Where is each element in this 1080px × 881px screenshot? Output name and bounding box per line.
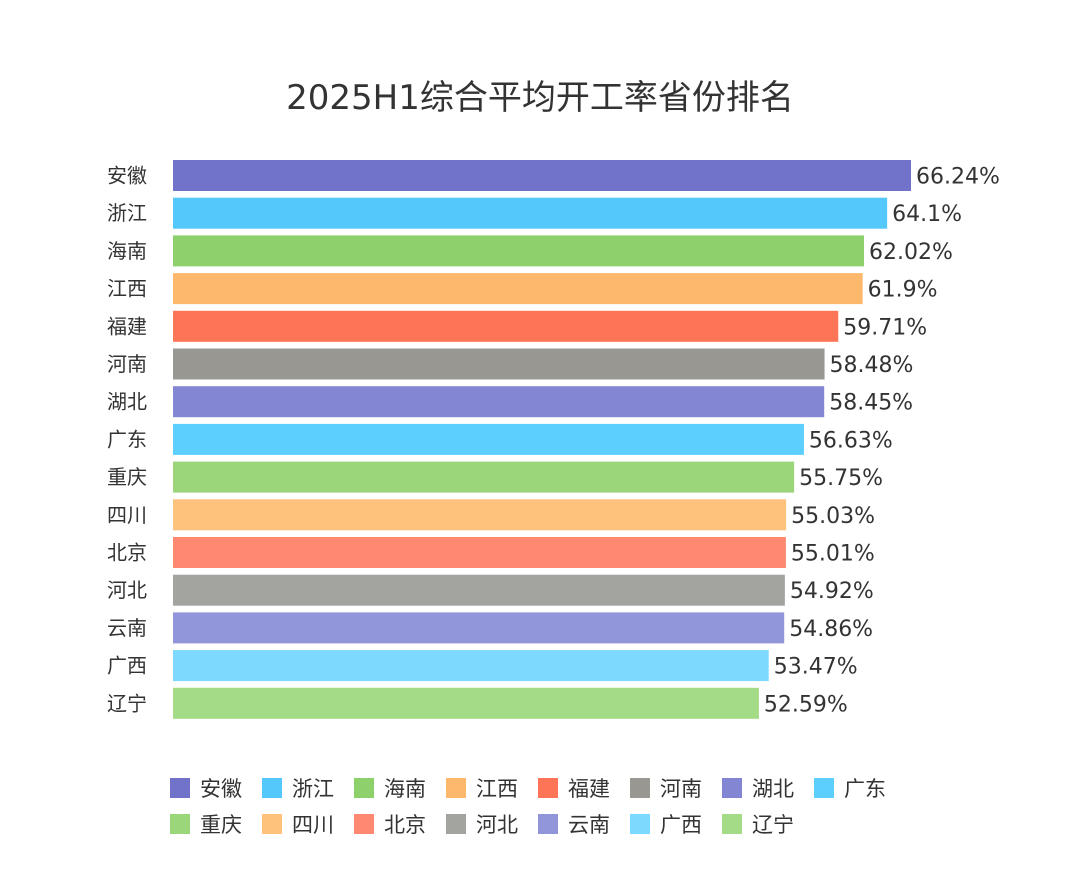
legend-item[interactable]: 福建 [538,775,630,801]
value-label: 66.24% [916,165,1000,190]
bar-8 [173,461,795,493]
value-label: 54.86% [789,617,873,642]
legend-swatch [262,814,282,834]
bar-3 [173,273,863,305]
bar-7 [173,423,804,455]
legend-item[interactable]: 云南 [538,811,630,837]
bar-6 [173,386,825,418]
category-label: 重庆 [107,465,147,489]
category-label: 浙江 [107,201,147,225]
legend-label: 湖北 [752,777,794,801]
legend-swatch [170,814,190,834]
category-label: 云南 [107,616,147,640]
legend-swatch [446,778,466,798]
value-label: 55.03% [791,504,875,529]
value-label: 64.1% [892,202,962,227]
legend-item[interactable]: 安徽 [170,775,262,801]
category-label: 四川 [107,503,147,527]
legend-swatch [722,778,742,798]
legend-label: 北京 [384,813,426,837]
legend-label: 安徽 [200,777,242,801]
category-label: 河南 [107,352,147,376]
legend-swatch [722,814,742,834]
category-label: 河北 [107,578,147,602]
legend-item[interactable]: 广西 [630,811,722,837]
category-label: 安徽 [107,164,147,188]
legend-label: 云南 [568,813,610,837]
category-label: 湖北 [107,390,147,414]
bar-13 [173,650,769,682]
legend-item[interactable]: 河南 [630,775,722,801]
bar-2 [173,235,864,267]
legend-item[interactable]: 河北 [446,811,538,837]
bar-11 [173,574,785,606]
legend-item[interactable]: 四川 [262,811,354,837]
legend-label: 河北 [476,813,518,837]
legend-swatch [170,778,190,798]
legend-swatch [538,778,558,798]
value-label: 58.45% [829,391,913,416]
legend-item[interactable]: 湖北 [722,775,814,801]
bar-12 [173,612,785,644]
legend-item[interactable]: 浙江 [262,775,354,801]
legend-item[interactable]: 重庆 [170,811,262,837]
category-label: 福建 [107,314,147,338]
category-label: 辽宁 [107,691,147,715]
legend-label: 广西 [660,813,702,837]
legend-swatch [538,814,558,834]
bar-14 [173,687,759,719]
legend-item[interactable]: 辽宁 [722,811,814,837]
bar-0 [173,160,911,191]
legend-swatch [354,778,374,798]
value-label: 58.48% [830,353,914,378]
legend-swatch [262,778,282,798]
legend-item[interactable]: 海南 [354,775,446,801]
legend-swatch [630,778,650,798]
value-label: 52.59% [764,692,848,717]
value-label: 53.47% [774,655,858,680]
value-label: 59.71% [843,315,927,340]
legend-label: 福建 [568,777,610,801]
legend-swatch [814,778,834,798]
chart-title: 2025H1综合平均开工率省份排名 [286,78,794,118]
bar-9 [173,499,787,531]
legend-label: 重庆 [200,813,242,837]
legend-item[interactable]: 广东 [814,775,906,801]
category-label: 北京 [107,541,147,565]
value-label: 55.01% [791,542,875,567]
category-label: 江西 [107,277,147,301]
legend-item[interactable]: 江西 [446,775,538,801]
category-label: 广东 [107,427,147,451]
legend-swatch [446,814,466,834]
category-label: 海南 [107,239,147,263]
legend-label: 广东 [844,777,886,801]
legend-swatch [354,814,374,834]
legend-item[interactable]: 北京 [354,811,446,837]
legend-label: 浙江 [292,777,334,801]
legend-label: 江西 [476,777,518,801]
value-label: 62.02% [869,240,953,265]
legend-label: 四川 [292,813,334,837]
value-label: 56.63% [809,428,893,453]
bar-4 [173,310,839,342]
bar-5 [173,348,825,380]
legend-swatch [630,814,650,834]
value-label: 55.75% [799,466,883,491]
bar-10 [173,537,786,568]
value-label: 61.9% [868,278,938,303]
bar-1 [173,197,888,229]
chart-legend: 安徽 浙江 海南 江西 福建 河南 湖北 广东重庆 四川 北京 河北 云南 广西 辽宁 [170,775,930,837]
legend-label: 河南 [660,777,702,801]
value-label: 54.92% [790,579,874,604]
legend-label: 辽宁 [752,813,794,837]
legend-label: 海南 [384,777,426,801]
category-label: 广西 [107,654,147,678]
